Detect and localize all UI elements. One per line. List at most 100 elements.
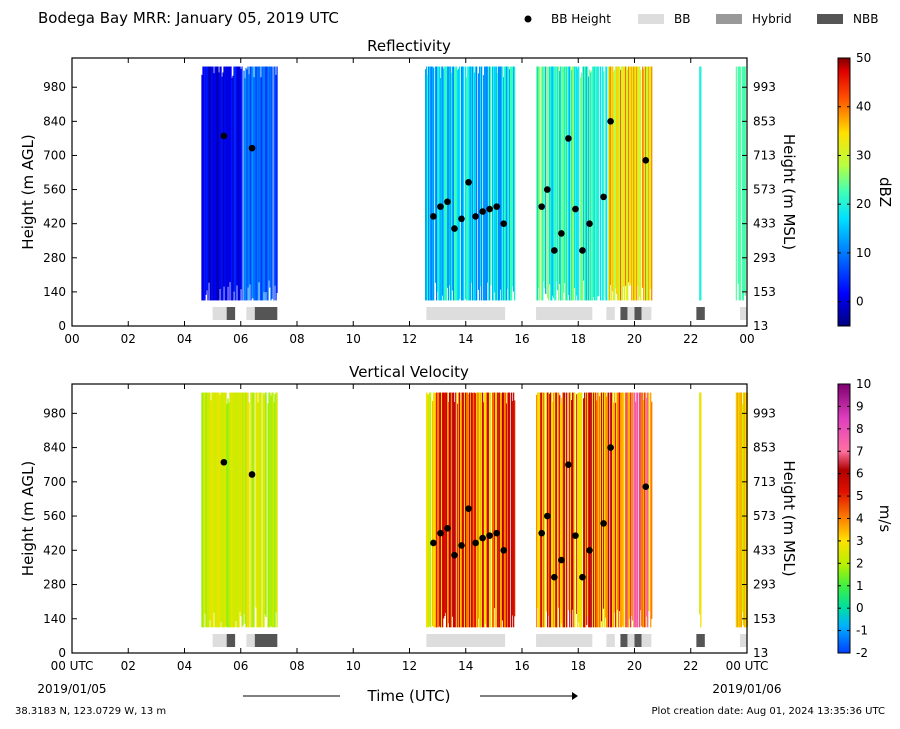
- bb-height-point: [551, 573, 558, 581]
- data-column: [604, 392, 606, 628]
- data-column: [498, 66, 501, 301]
- x-tick-label: 16: [514, 659, 529, 673]
- data-column: [432, 67, 435, 301]
- data-column: [259, 392, 261, 628]
- bb-height-point: [451, 551, 458, 559]
- data-column: [449, 392, 452, 628]
- bb-height-point: [430, 539, 437, 547]
- data-column: [593, 392, 595, 628]
- y2-tick-label: 573: [753, 183, 776, 197]
- y2-tick-label: 433: [753, 543, 776, 557]
- data-column: [431, 400, 434, 626]
- data-column: [261, 66, 263, 301]
- data-column: [583, 398, 585, 628]
- data-column: [628, 66, 630, 283]
- data-column: [424, 69, 427, 301]
- reflectivity-panel: 0140280420560700840980131532934335737138…: [19, 51, 894, 346]
- data-column: [452, 66, 455, 301]
- data-column: [613, 402, 615, 628]
- date-start: 2019/01/05: [37, 682, 106, 696]
- data-column: [536, 394, 538, 628]
- bb-height-point: [248, 144, 256, 152]
- data-column: [205, 392, 207, 628]
- data-column: [471, 66, 474, 301]
- data-column: [546, 392, 548, 612]
- data-column: [224, 392, 226, 628]
- data-column: [272, 392, 274, 628]
- data-column: [449, 66, 452, 301]
- data-column: [473, 72, 476, 301]
- data-column: [644, 66, 646, 301]
- data-column: [219, 394, 221, 628]
- y-tick-label: 280: [43, 251, 66, 265]
- data-column: [472, 392, 475, 628]
- data-column: [593, 66, 595, 298]
- data-column: [606, 66, 608, 301]
- data-column: [542, 66, 544, 301]
- data-field: [201, 66, 747, 301]
- data-column: [738, 392, 741, 628]
- data-column: [271, 392, 273, 628]
- data-column: [268, 66, 270, 281]
- data-column: [247, 66, 249, 288]
- data-column: [220, 66, 222, 301]
- data-column: [488, 66, 491, 301]
- data-column: [271, 66, 273, 299]
- data-column: [448, 392, 451, 628]
- data-column: [624, 66, 626, 301]
- data-column: [453, 402, 456, 628]
- data-column: [270, 66, 272, 301]
- data-column: [255, 66, 257, 301]
- data-column: [598, 66, 600, 297]
- bb-type-segment: [254, 307, 278, 320]
- data-column: [498, 392, 501, 628]
- data-column: [511, 66, 514, 287]
- data-column: [631, 392, 633, 616]
- data-column: [427, 394, 430, 628]
- data-column: [642, 392, 644, 628]
- data-column: [487, 392, 490, 628]
- data-column: [250, 66, 252, 301]
- data-column: [632, 66, 634, 301]
- data-column: [607, 392, 609, 628]
- colorbar-tick-label: 9: [856, 399, 864, 413]
- data-column: [566, 392, 568, 628]
- data-column: [426, 74, 429, 301]
- data-column: [462, 392, 465, 628]
- data-column: [543, 392, 545, 628]
- data-column: [650, 66, 652, 290]
- data-column: [219, 66, 221, 289]
- bb-type-segment: [606, 307, 615, 320]
- data-column: [545, 66, 547, 294]
- data-column: [639, 392, 641, 628]
- bb-type-segment: [739, 634, 747, 647]
- data-column: [610, 66, 612, 285]
- data-column: [472, 66, 475, 301]
- data-column: [590, 392, 592, 628]
- x-tick-label: 12: [402, 332, 417, 346]
- data-column: [502, 392, 505, 628]
- data-column: [555, 392, 557, 628]
- bb-height-point: [479, 208, 486, 215]
- data-column: [613, 71, 615, 301]
- data-column: [639, 66, 641, 297]
- data-column: [569, 392, 571, 628]
- bb-type-segment: [627, 634, 635, 647]
- data-column: [647, 392, 649, 628]
- bb-height-point: [465, 178, 472, 186]
- data-column: [566, 66, 568, 301]
- data-column: [492, 392, 495, 628]
- data-column: [544, 392, 546, 628]
- date-end: 2019/01/06: [712, 682, 781, 696]
- data-column: [570, 66, 572, 301]
- data-column: [432, 392, 435, 628]
- bb-type-segment: [634, 307, 642, 320]
- data-column: [548, 66, 550, 301]
- data-column: [202, 392, 204, 628]
- data-column: [441, 392, 444, 628]
- data-column: [440, 66, 443, 301]
- data-column: [248, 74, 250, 301]
- data-column: [216, 66, 218, 301]
- bb-height-point: [220, 458, 228, 466]
